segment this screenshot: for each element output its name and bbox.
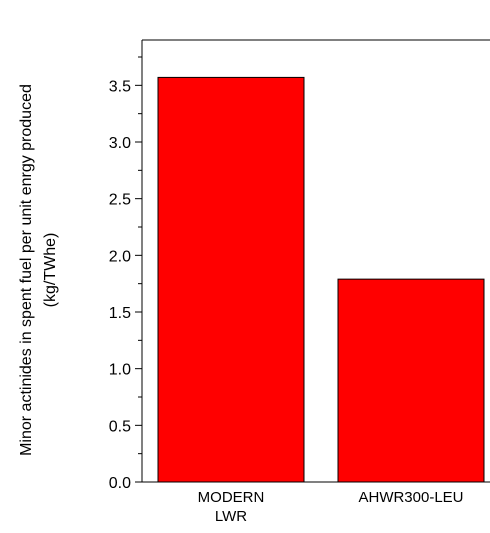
y-tick-label: 1.0 — [109, 362, 131, 379]
x-labels-group: MODERN LWR AHWR300-LEU — [198, 489, 464, 525]
y-tick-label: 0.0 — [109, 475, 131, 492]
x-category-label-line: MODERN — [198, 489, 265, 506]
y-ticks-group: 0.0 0.5 1.0 1.5 2.0 2.5 3.0 3.5 — [109, 56, 142, 492]
y-tick-label: 2.5 — [109, 192, 131, 209]
y-tick-label: 0.5 — [109, 418, 131, 435]
y-tick-label: 1.5 — [109, 305, 131, 322]
x-category-label-line: AHWR300-LEU — [358, 489, 463, 506]
y-axis-title-line-1: Minor actinides in spent fuel per unit e… — [18, 84, 35, 456]
y-tick-label: 3.5 — [109, 78, 131, 95]
x-category-label: AHWR300-LEU — [358, 489, 463, 506]
y-tick-label: 3.0 — [109, 135, 131, 152]
bars-group — [157, 76, 485, 483]
x-category-label: MODERN LWR — [198, 489, 265, 525]
bar-2 — [337, 278, 485, 483]
y-axis-title-group: Minor actinides in spent fuel per unit e… — [18, 84, 59, 456]
y-axis-title-line-2: (kg/TWhe) — [42, 233, 59, 308]
y-tick-label: 2.0 — [109, 248, 131, 265]
x-category-label-line: LWR — [215, 508, 247, 525]
bar-1 — [157, 76, 305, 483]
